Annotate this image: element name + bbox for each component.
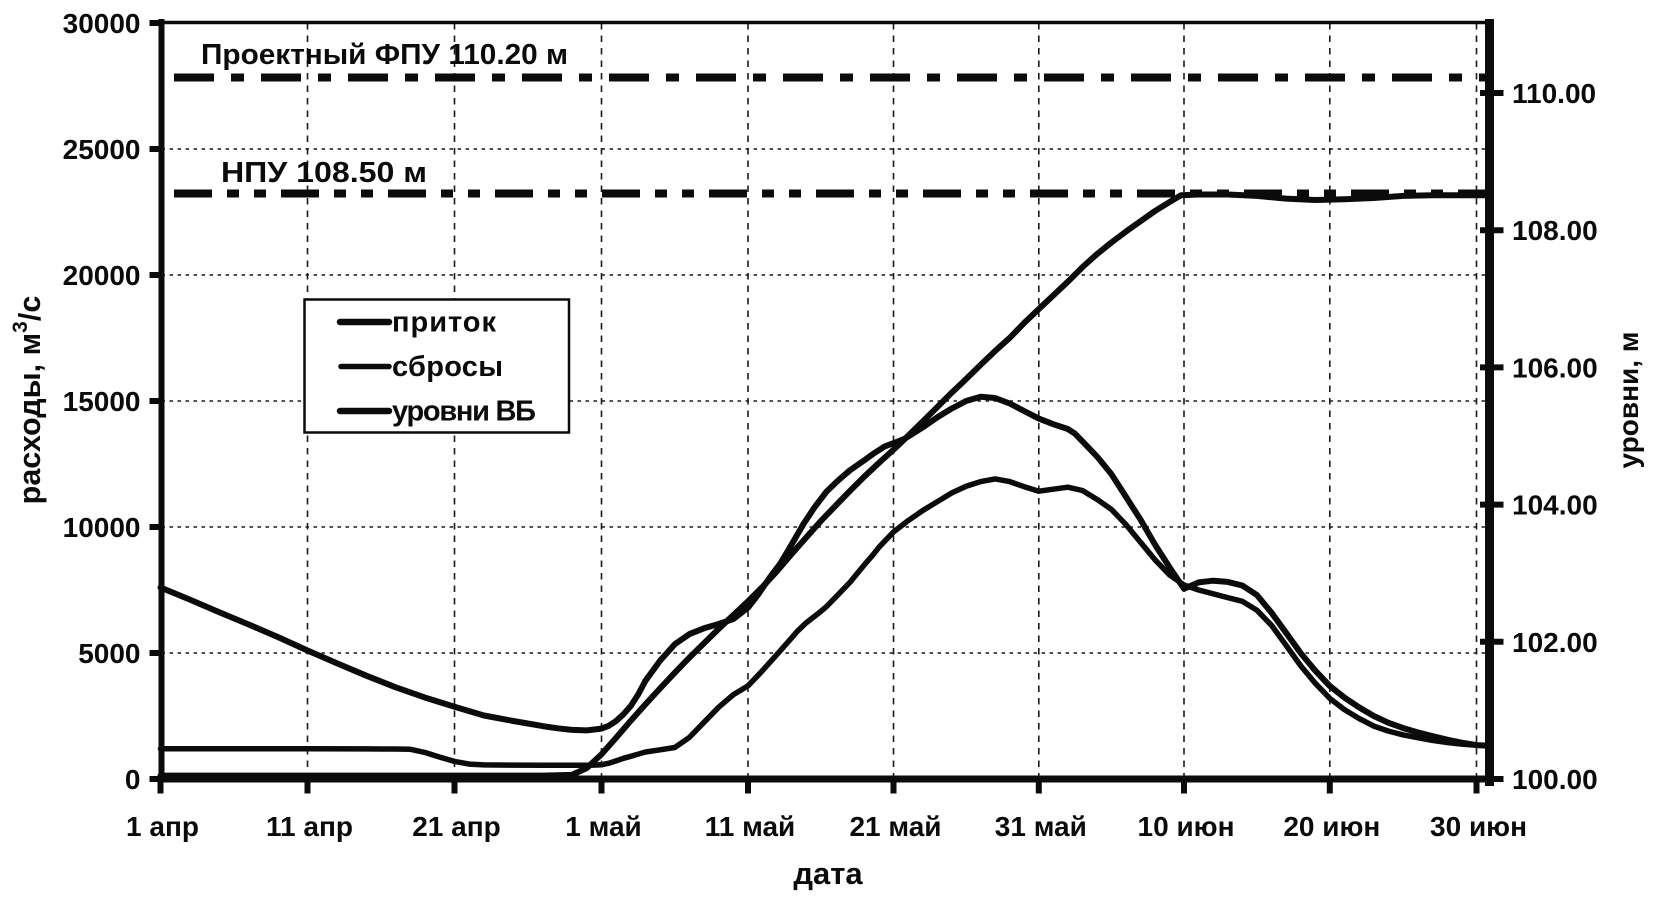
svg-text:100.00: 100.00	[1512, 764, 1598, 795]
svg-text:10 июн: 10 июн	[1138, 811, 1235, 842]
svg-text:108.00: 108.00	[1512, 215, 1598, 246]
svg-text:31 май: 31 май	[995, 811, 1087, 842]
svg-text:дата: дата	[793, 856, 863, 891]
svg-text:сбросы: сбросы	[392, 351, 503, 383]
svg-text:НПУ 108.50 м: НПУ 108.50 м	[221, 157, 427, 189]
svg-text:30 июн: 30 июн	[1430, 811, 1527, 842]
svg-text:11 апр: 11 апр	[266, 811, 353, 842]
svg-text:102.00: 102.00	[1512, 627, 1598, 658]
svg-text:20 июн: 20 июн	[1283, 811, 1380, 842]
svg-text:Проектный ФПУ 110.20 м: Проектный ФПУ 110.20 м	[201, 39, 568, 71]
svg-text:10000: 10000	[63, 512, 141, 543]
svg-text:21 май: 21 май	[849, 811, 941, 842]
svg-text:1 апр: 1 апр	[126, 811, 199, 842]
svg-text:30000: 30000	[63, 8, 141, 39]
svg-text:5000: 5000	[78, 638, 140, 669]
svg-text:приток: приток	[392, 307, 496, 339]
svg-text:25000: 25000	[63, 134, 141, 165]
svg-text:11 май: 11 май	[705, 811, 796, 842]
svg-text:1 май: 1 май	[565, 811, 641, 842]
svg-text:104.00: 104.00	[1512, 490, 1598, 521]
svg-text:21 апр: 21 апр	[412, 811, 501, 842]
svg-text:15000: 15000	[63, 386, 141, 417]
svg-text:106.00: 106.00	[1512, 352, 1598, 383]
svg-text:20000: 20000	[63, 260, 141, 291]
svg-text:уровни, м: уровни, м	[1613, 331, 1644, 468]
svg-text:0: 0	[125, 764, 141, 795]
svg-text:уровни ВБ: уровни ВБ	[392, 396, 536, 428]
svg-text:110.00: 110.00	[1512, 78, 1596, 109]
